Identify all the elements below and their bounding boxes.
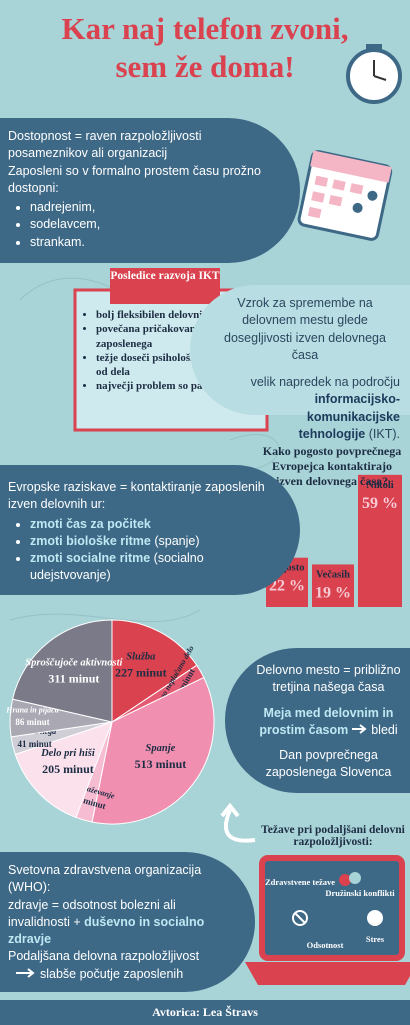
title: Kar naj telefon zvoni, sem že doma! — [0, 10, 410, 86]
bold-text: informacijsko-komunikacijske tehnologije — [298, 392, 400, 441]
bold-text: duševno in socialno zdravje — [8, 914, 205, 946]
pie-value-label: 311 minut — [48, 672, 99, 686]
bar-value-label: 19 % — [315, 584, 351, 601]
problems-title: Težave pri podaljšani delovni razpoložlj… — [261, 824, 405, 848]
problem-label: Stres — [366, 934, 385, 944]
problem-label: Zdravstvene težave — [265, 877, 335, 887]
cause-panel: Vzrok za spremembe na delovnem mestu gle… — [190, 285, 410, 441]
availability-panel: Dostopnost = raven razpoložljivosti posa… — [0, 118, 300, 263]
arrow — [16, 967, 35, 978]
pie-value-label: 513 minut — [135, 757, 187, 771]
pie-category: Spanje — [146, 743, 176, 754]
list-header-box — [110, 268, 220, 304]
bold-text: zmoti čas za počitek — [30, 516, 151, 531]
text: (IKT). — [368, 426, 400, 441]
pie-value-label: 41 minut — [17, 739, 51, 749]
pie-value-label: 227 minut — [115, 665, 167, 679]
pie-slice — [111, 619, 198, 723]
research-panel: Evropske raziskave = kontaktiranje zapos… — [0, 465, 300, 595]
bar — [312, 564, 354, 607]
arrow-head — [220, 802, 240, 818]
bold-text: zmoti biološke ritme — [30, 533, 151, 548]
pie-category: Sproščujoče aktivnosti — [25, 658, 122, 669]
bar-category: Nikoli — [366, 480, 394, 491]
arrow — [351, 723, 367, 734]
research-text: Evropske raziskave = kontaktiranje zapos… — [8, 480, 265, 512]
pie-slice — [14, 721, 113, 819]
pie-slice — [11, 619, 113, 723]
who-title: Svetovna zdravstvena organizacija (WHO): — [8, 863, 202, 895]
bar-value-label: 22 % — [269, 578, 305, 595]
clock-icon — [346, 44, 402, 104]
workplace-border: Meja med delovnim in prostim časom bledi — [255, 705, 402, 740]
title-line: Kar naj telefon zvoni, — [61, 11, 349, 46]
text: (socialno udejstvovanje) — [30, 551, 204, 583]
list-item: bolj fleksibilen delovni čas — [96, 308, 276, 322]
definition: Dostopnost = raven razpoložljivosti posa… — [8, 129, 202, 161]
list: zmoti čas za počitek zmoti biološke ritm… — [8, 516, 272, 585]
workplace-panel: Delovno mesto = približno tretjina našeg… — [225, 648, 410, 793]
cause-text: Vzrok za spremembe na delovnem mestu gle… — [224, 296, 386, 362]
arrow — [224, 809, 256, 843]
list-item: zmoti socialne ritme (socialno udejstvov… — [30, 550, 272, 585]
bold-text: Meja med delovnim in prostim časom — [259, 705, 394, 737]
problem-label: Družinski konflikti — [325, 888, 395, 898]
bar — [358, 474, 402, 607]
pie-value-label: 86 minut — [15, 717, 49, 727]
list-item: strankam. — [30, 234, 270, 251]
list-item: nadrejenim, — [30, 199, 270, 216]
text: slabše počutje zaposlenih — [40, 966, 184, 981]
cause-result: velik napredek na področju informacijsko… — [210, 374, 400, 443]
pie-caption: Dan povprečnega zaposlenega Slovenca — [265, 748, 392, 780]
list-item: sodelavcem, — [30, 216, 270, 233]
workplace-text: Delovno mesto = približno tretjina našeg… — [256, 663, 401, 695]
laptop-icon — [245, 855, 410, 985]
bar-category: Večasih — [316, 569, 350, 580]
text: velik napredek na področju — [250, 375, 400, 389]
title-line: sem že doma! — [115, 48, 295, 84]
who-cause: Podaljšana delovna razpoložljivost — [8, 949, 200, 964]
who-text: zdravje = odsotnost bolezni ali invalidn… — [8, 897, 235, 949]
text: zdravje = odsotnost bolezni ali invalidn… — [8, 897, 176, 929]
pie-category: Hrana in pijača — [5, 706, 58, 715]
footer: Avtorica: Lea Štravs — [152, 1005, 258, 1019]
list-item: zmoti čas za počitek — [30, 516, 272, 533]
consequences-list: bolj fleksibilen delovni čas povečana pr… — [82, 308, 276, 394]
text: bledi — [371, 722, 398, 737]
pie-category: Služba — [126, 652, 155, 663]
list-item: povečana pričakovanja do zaposlenega — [96, 322, 276, 351]
list-item: zmoti biološke ritme (spanje) — [30, 533, 272, 550]
list-title: Posledice razvoja IKT — [110, 270, 220, 282]
who-panel: Svetovna zdravstvena organizacija (WHO):… — [0, 852, 255, 992]
pie-value-label: 205 minut — [42, 762, 94, 776]
pie-slice — [91, 676, 215, 825]
calendar-icon — [297, 150, 393, 241]
bar-title: Kako pogosto povprečnega Evropejca konta… — [262, 444, 402, 488]
intro: Zaposleni so v formalno prostem času pro… — [8, 163, 261, 195]
list: nadrejenim, sodelavcem, strankam. — [8, 199, 270, 251]
pie-category: Delo pri hiši — [40, 748, 95, 759]
bar-value-label: 59 % — [362, 495, 398, 512]
bold-text: zmoti socialne ritme — [30, 551, 151, 565]
footer-bar — [0, 1000, 410, 1025]
text: (spanje) — [154, 533, 200, 548]
who-effect: slabše počutje zaposlenih — [8, 966, 235, 983]
problem-label: Odsotnost — [307, 940, 344, 950]
